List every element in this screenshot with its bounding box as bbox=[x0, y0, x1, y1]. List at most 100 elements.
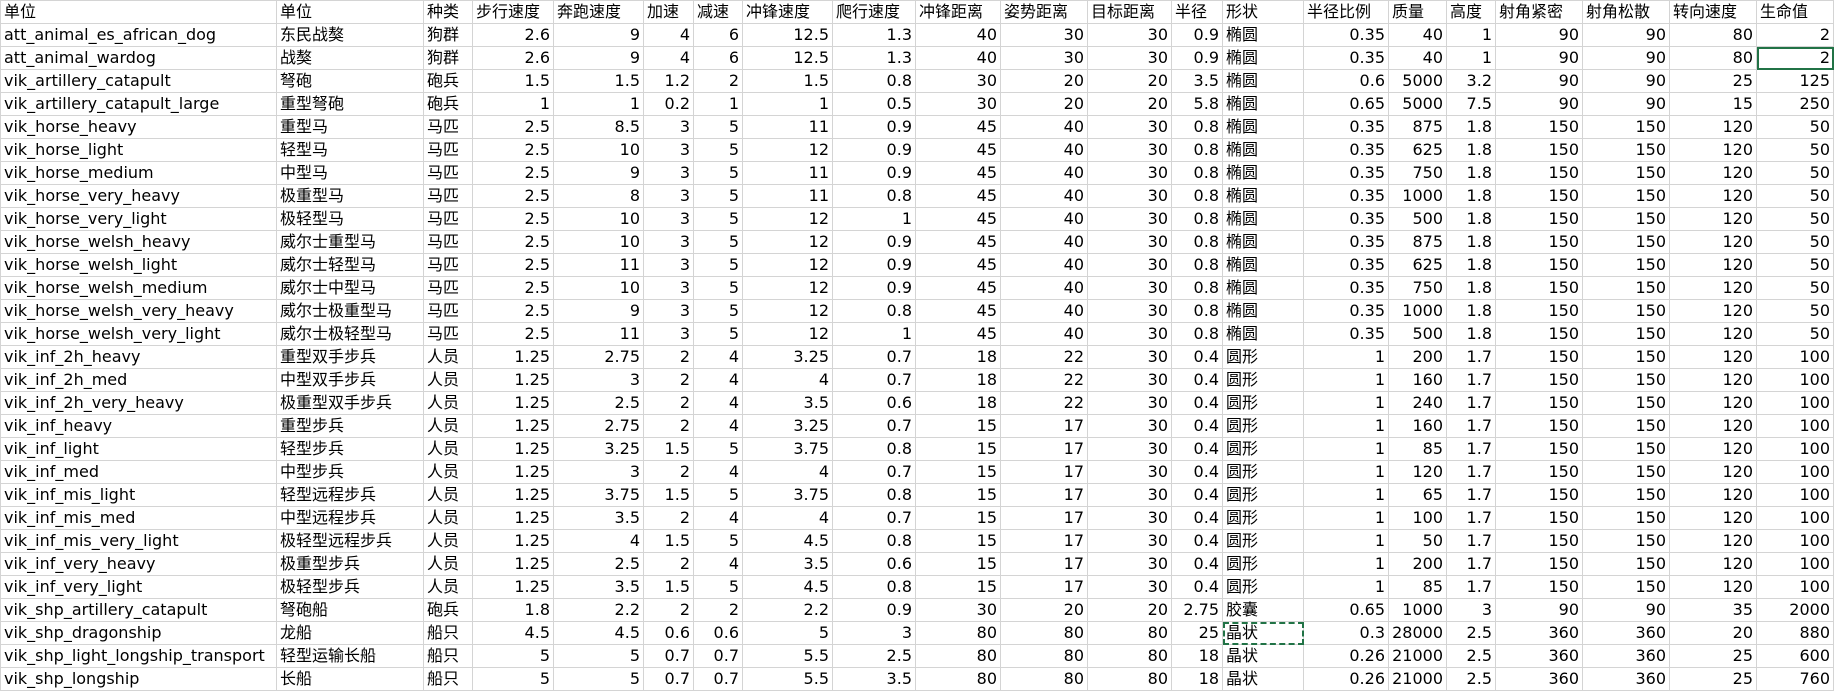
cell[interactable]: 20 bbox=[1087, 69, 1172, 93]
cell[interactable]: 150 bbox=[1495, 345, 1583, 369]
cell[interactable]: 重型双手步兵 bbox=[276, 345, 424, 369]
cell[interactable]: 150 bbox=[1582, 230, 1670, 254]
cell[interactable]: 0.4 bbox=[1171, 414, 1223, 438]
cell[interactable]: 4 bbox=[693, 506, 743, 530]
cell[interactable]: 5.8 bbox=[1171, 92, 1223, 116]
cell[interactable]: 0.9 bbox=[832, 115, 916, 139]
cell[interactable]: 40 bbox=[1388, 23, 1447, 47]
cell[interactable]: 2.5 bbox=[472, 115, 554, 139]
cell[interactable]: 0.8 bbox=[1171, 184, 1223, 208]
cell[interactable]: 360 bbox=[1495, 644, 1583, 668]
cell[interactable]: 30 bbox=[1087, 437, 1172, 461]
cell[interactable]: 人员 bbox=[423, 414, 473, 438]
cell[interactable]: 45 bbox=[915, 299, 1001, 323]
cell[interactable]: 马匹 bbox=[423, 184, 473, 208]
cell[interactable]: 1.25 bbox=[472, 391, 554, 415]
cell[interactable]: 40 bbox=[1000, 253, 1088, 277]
cell[interactable]: 1 bbox=[1303, 414, 1389, 438]
cell[interactable]: 5 bbox=[693, 161, 743, 185]
cell[interactable]: 30 bbox=[1000, 23, 1088, 47]
cell[interactable]: 30 bbox=[1087, 552, 1172, 576]
cell[interactable]: 5.5 bbox=[742, 644, 833, 668]
cell[interactable]: 0.9 bbox=[832, 138, 916, 162]
cell[interactable]: 龙船 bbox=[276, 621, 424, 645]
cell[interactable]: 3.2 bbox=[1446, 69, 1496, 93]
cell[interactable]: 圆形 bbox=[1222, 460, 1304, 484]
cell[interactable]: 1.8 bbox=[1446, 253, 1496, 277]
cell[interactable]: 圆形 bbox=[1222, 483, 1304, 507]
cell[interactable]: 中型步兵 bbox=[276, 460, 424, 484]
cell[interactable]: vik_horse_welsh_light bbox=[0, 253, 277, 277]
cell[interactable]: 150 bbox=[1495, 391, 1583, 415]
cell[interactable]: 2.5 bbox=[553, 391, 644, 415]
cell[interactable]: 重型马 bbox=[276, 115, 424, 139]
cell[interactable]: vik_inf_mis_med bbox=[0, 506, 277, 530]
cell[interactable]: 0.8 bbox=[832, 184, 916, 208]
cell[interactable]: 0.8 bbox=[1171, 253, 1223, 277]
cell[interactable]: 1.8 bbox=[1446, 230, 1496, 254]
cell[interactable]: 45 bbox=[915, 322, 1001, 346]
cell[interactable]: 30 bbox=[1087, 299, 1172, 323]
cell[interactable]: 12 bbox=[742, 253, 833, 277]
cell[interactable]: 人员 bbox=[423, 345, 473, 369]
cell[interactable]: 2.2 bbox=[553, 598, 644, 622]
cell[interactable]: 15 bbox=[915, 460, 1001, 484]
cell[interactable]: 12.5 bbox=[742, 23, 833, 47]
cell[interactable]: 80 bbox=[1087, 621, 1172, 645]
cell[interactable]: 50 bbox=[1756, 276, 1834, 300]
cell[interactable]: 2 bbox=[643, 391, 694, 415]
cell[interactable]: 3 bbox=[643, 138, 694, 162]
cell[interactable]: 人员 bbox=[423, 483, 473, 507]
cell[interactable]: 0.7 bbox=[832, 368, 916, 392]
cell[interactable]: 4.5 bbox=[472, 621, 554, 645]
cell[interactable]: 30 bbox=[1087, 368, 1172, 392]
cell[interactable]: 90 bbox=[1582, 69, 1670, 93]
cell[interactable]: 4.5 bbox=[742, 529, 833, 553]
cell[interactable]: 4 bbox=[553, 529, 644, 553]
cell[interactable]: 极轻型远程步兵 bbox=[276, 529, 424, 553]
cell[interactable]: 2 bbox=[643, 598, 694, 622]
cell[interactable]: 3 bbox=[553, 460, 644, 484]
cell[interactable]: 5 bbox=[693, 299, 743, 323]
cell[interactable]: 0.4 bbox=[1171, 368, 1223, 392]
cell[interactable]: 5 bbox=[553, 667, 644, 691]
cell[interactable]: 1.25 bbox=[472, 368, 554, 392]
cell[interactable]: 射角紧密 bbox=[1495, 0, 1583, 24]
cell[interactable]: 80 bbox=[1000, 667, 1088, 691]
cell[interactable]: 1 bbox=[832, 322, 916, 346]
cell[interactable]: 11 bbox=[742, 161, 833, 185]
cell[interactable]: 15 bbox=[915, 552, 1001, 576]
cell[interactable]: 360 bbox=[1582, 621, 1670, 645]
cell[interactable]: 0.8 bbox=[1171, 115, 1223, 139]
cell[interactable]: 360 bbox=[1495, 621, 1583, 645]
cell[interactable]: 0.7 bbox=[643, 667, 694, 691]
cell[interactable]: 0.7 bbox=[832, 506, 916, 530]
cell[interactable]: 3.5 bbox=[742, 552, 833, 576]
cell[interactable]: 2.6 bbox=[472, 46, 554, 70]
cell[interactable]: 12 bbox=[742, 322, 833, 346]
cell[interactable]: 1.7 bbox=[1446, 414, 1496, 438]
cell[interactable]: 120 bbox=[1669, 276, 1757, 300]
cell[interactable]: 0.4 bbox=[1171, 460, 1223, 484]
cell[interactable]: 20 bbox=[1000, 69, 1088, 93]
cell[interactable]: 25 bbox=[1171, 621, 1223, 645]
cell[interactable]: 120 bbox=[1669, 299, 1757, 323]
cell[interactable]: 1.3 bbox=[832, 23, 916, 47]
cell[interactable]: 重型步兵 bbox=[276, 414, 424, 438]
cell[interactable]: 17 bbox=[1000, 483, 1088, 507]
cell[interactable]: 30 bbox=[1087, 230, 1172, 254]
cell[interactable]: 10 bbox=[553, 276, 644, 300]
cell[interactable]: 150 bbox=[1582, 529, 1670, 553]
cell[interactable]: 马匹 bbox=[423, 276, 473, 300]
cell[interactable]: 15 bbox=[1669, 92, 1757, 116]
cell[interactable]: 15 bbox=[915, 575, 1001, 599]
cell[interactable]: 4 bbox=[693, 552, 743, 576]
cell[interactable]: 圆形 bbox=[1222, 391, 1304, 415]
cell[interactable]: 500 bbox=[1388, 207, 1447, 231]
cell[interactable]: 150 bbox=[1495, 368, 1583, 392]
cell[interactable]: 0.8 bbox=[1171, 138, 1223, 162]
cell[interactable]: 50 bbox=[1756, 115, 1834, 139]
cell[interactable]: 20 bbox=[1000, 598, 1088, 622]
cell[interactable]: vik_shp_dragonship bbox=[0, 621, 277, 645]
cell[interactable]: 0.35 bbox=[1303, 207, 1389, 231]
